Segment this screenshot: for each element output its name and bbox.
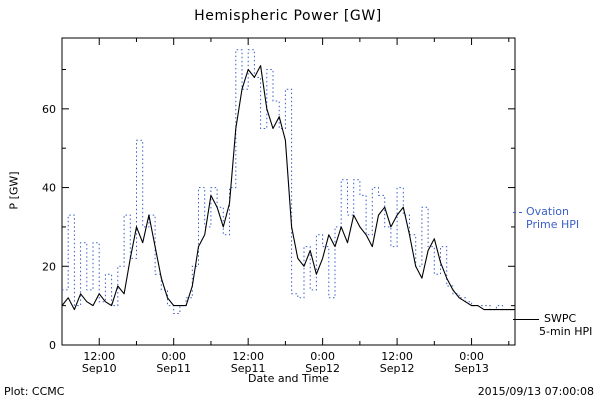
x-tick-date-label: Sep10 bbox=[82, 362, 117, 375]
x-tick-date-label: Sep13 bbox=[454, 362, 489, 375]
plot-credit: Plot: CCMC bbox=[4, 385, 65, 398]
x-tick-time-label: 12:00 bbox=[232, 350, 264, 363]
y-tick-label: 20 bbox=[42, 260, 56, 273]
series-ovation-prime-hpi bbox=[62, 49, 515, 314]
x-tick-date-label: Sep12 bbox=[380, 362, 415, 375]
y-axis-label: P [GW] bbox=[7, 171, 21, 210]
x-tick-date-label: Sep11 bbox=[156, 362, 191, 375]
swpc-line-sample-icon bbox=[513, 318, 539, 320]
legend-swpc-line1: SWPC bbox=[544, 312, 577, 325]
x-axis-label: Date and Time bbox=[248, 372, 329, 385]
x-tick-time-label: 0:00 bbox=[459, 350, 484, 363]
x-tick-time-label: 12:00 bbox=[83, 350, 115, 363]
x-tick-time-label: 12:00 bbox=[381, 350, 413, 363]
legend-swpc-line2: 5-min HPI bbox=[539, 325, 593, 338]
generation-timestamp: 2015/09/13 07:00:08 bbox=[477, 385, 594, 398]
x-tick-time-label: 0:00 bbox=[310, 350, 335, 363]
chart-title: Hemispheric Power [GW] bbox=[194, 8, 382, 24]
legend-ovation-line2: Prime HPI bbox=[526, 218, 580, 231]
legend-swpc: SWPC 5-min HPI bbox=[513, 312, 599, 338]
legend-ovation-prime: Ovation Prime HPI bbox=[513, 205, 599, 231]
y-tick-label: 40 bbox=[42, 182, 56, 195]
y-tick-label: 0 bbox=[49, 339, 56, 352]
x-tick-time-label: 0:00 bbox=[161, 350, 186, 363]
plot-frame bbox=[61, 37, 516, 346]
ovation-line-sample-icon bbox=[513, 211, 522, 213]
x-tick-date-label: Sep12 bbox=[305, 362, 340, 375]
x-tick-date-label: Sep11 bbox=[231, 362, 266, 375]
legend-ovation-line1: Ovation bbox=[526, 205, 569, 218]
series-swpc-5-min-hpi bbox=[61, 65, 515, 311]
y-tick-label: 60 bbox=[42, 103, 56, 116]
